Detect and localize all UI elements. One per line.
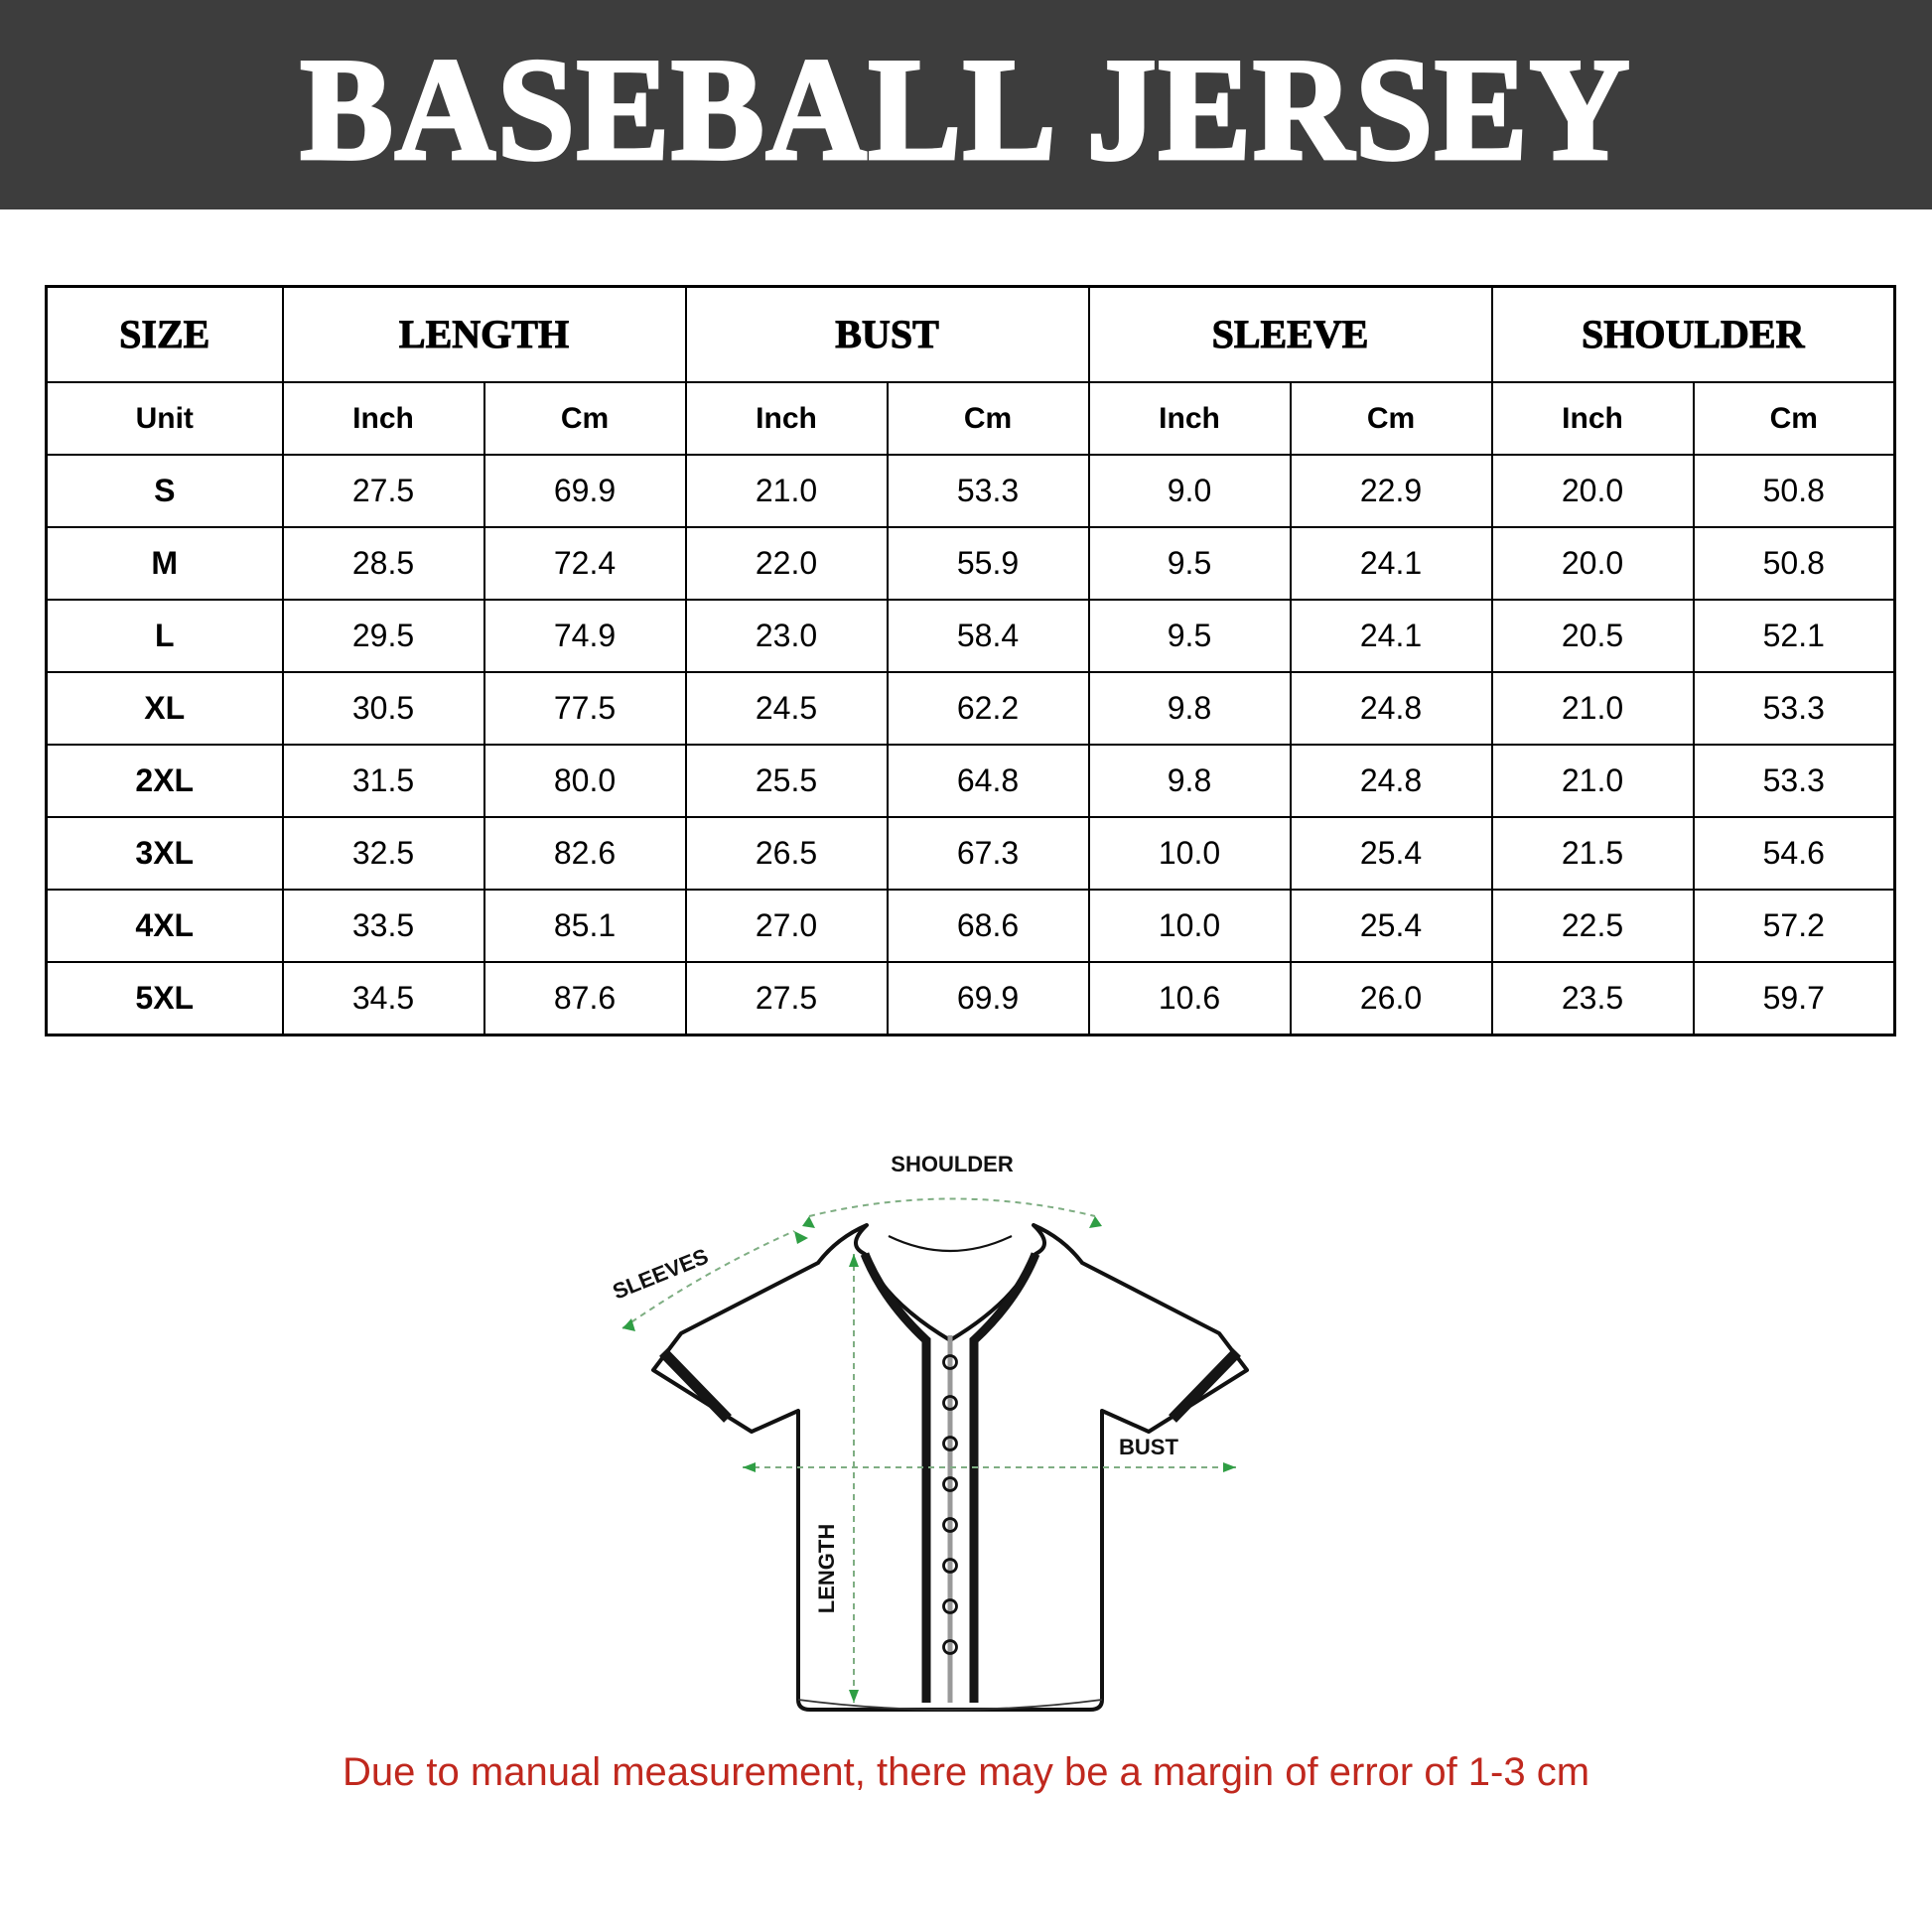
svg-text:SLEEVES: SLEEVES xyxy=(609,1243,711,1304)
svg-text:SHOULDER: SHOULDER xyxy=(891,1152,1014,1176)
svg-text:LENGTH: LENGTH xyxy=(814,1524,839,1613)
svg-text:BUST: BUST xyxy=(1119,1435,1178,1459)
